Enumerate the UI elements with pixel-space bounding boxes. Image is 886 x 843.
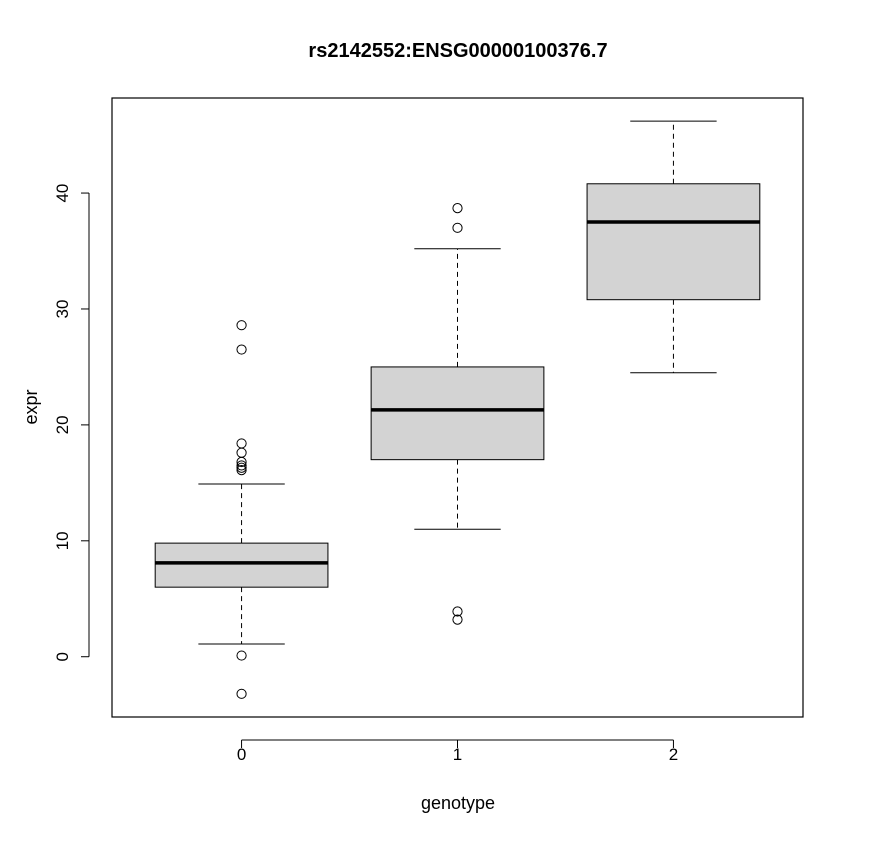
x-tick-label: 0 xyxy=(237,745,246,764)
outlier-point xyxy=(236,688,247,699)
outlier-point xyxy=(452,222,463,233)
outlier-point xyxy=(236,438,247,449)
outlier-point xyxy=(236,447,247,458)
box xyxy=(154,542,329,588)
outlier-point xyxy=(452,614,463,625)
outlier-point xyxy=(236,456,247,468)
y-tick-label: 10 xyxy=(53,531,72,550)
x-tick-label: 1 xyxy=(453,745,462,764)
outlier-point xyxy=(236,460,247,471)
x-axis: 0 1 2 xyxy=(237,739,678,764)
outlier-point xyxy=(452,606,463,617)
y-axis-label: expr xyxy=(21,389,41,424)
box-group-2 xyxy=(586,120,761,374)
box xyxy=(586,183,761,301)
x-axis-label: genotype xyxy=(421,793,495,813)
outlier-point xyxy=(236,650,247,661)
box-group-0 xyxy=(154,320,329,699)
y-axis: 0 10 20 30 40 xyxy=(53,184,90,661)
y-tick-label: 40 xyxy=(53,184,72,203)
box xyxy=(370,366,545,461)
y-tick-label: 20 xyxy=(53,415,72,434)
box-group-1 xyxy=(370,203,545,625)
y-tick-label: 30 xyxy=(53,300,72,319)
outlier-point xyxy=(236,344,247,355)
boxes xyxy=(154,120,761,699)
y-tick-label: 0 xyxy=(53,652,72,661)
plot-frame xyxy=(111,97,804,718)
outlier-point xyxy=(452,203,463,214)
x-tick-label: 2 xyxy=(669,745,678,764)
outlier-point xyxy=(236,320,247,331)
outlier-point xyxy=(236,464,247,476)
chart-title: rs2142552:ENSG00000100376.7 xyxy=(308,40,607,62)
outlier-point xyxy=(236,462,247,473)
